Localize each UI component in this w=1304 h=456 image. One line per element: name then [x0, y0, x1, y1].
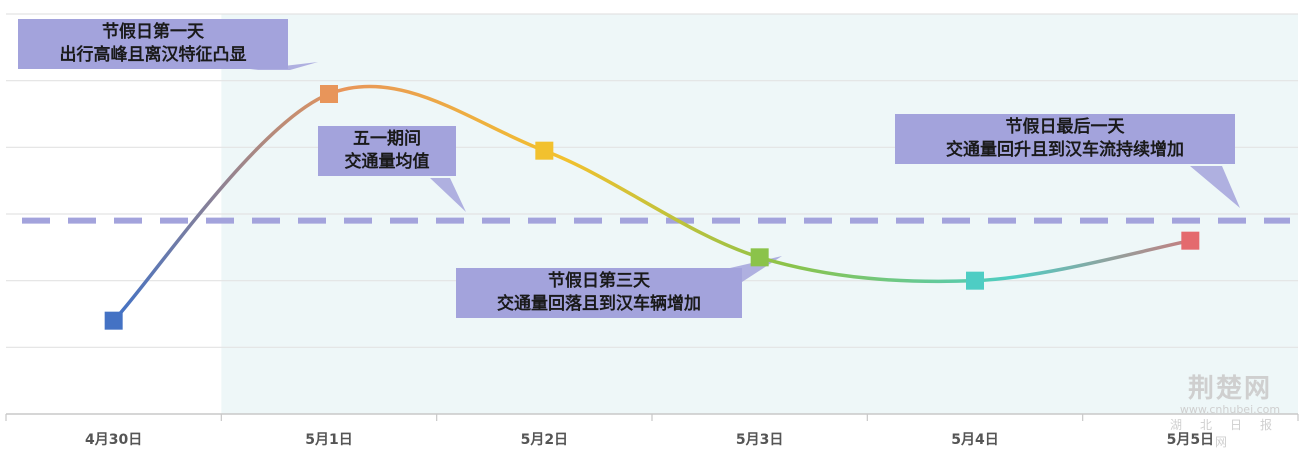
- data-point-marker: [750, 248, 769, 267]
- pointer-day3: [730, 256, 782, 282]
- callout-day1-line1: 节假日第一天: [102, 22, 204, 42]
- data-points: [104, 85, 1200, 330]
- callout-holiday-day1: 节假日第一天 出行高峰且离汉特征凸显: [18, 19, 288, 69]
- callout-day3-line2: 交通量回落且到汉车辆增加: [497, 294, 701, 314]
- callout-average: 五一期间 交通量均值: [318, 126, 456, 176]
- x-tick-label: 5月2日: [521, 432, 568, 448]
- callout-day1-line2: 出行高峰且离汉特征凸显: [59, 45, 247, 65]
- callout-avg-line2: 交通量均值: [344, 152, 430, 172]
- callout-holiday-last-day: 节假日最后一天 交通量回升且到汉车流持续增加: [895, 114, 1235, 164]
- x-tick-label: 5月4日: [951, 432, 998, 448]
- callout-day3-line1: 节假日第三天: [548, 271, 650, 291]
- x-axis: 4月30日 5月1日 5月2日 5月3日 5月4日 5月5日: [5, 413, 1299, 448]
- x-tick-label: 4月30日: [85, 432, 142, 448]
- watermark-logo: 荆楚网: [1187, 374, 1272, 404]
- data-point-marker: [1181, 231, 1200, 250]
- data-point-marker: [104, 311, 123, 330]
- callout-avg-line1: 五一期间: [353, 129, 421, 149]
- data-point-marker: [535, 141, 554, 160]
- callout-holiday-day3: 节假日第三天 交通量回落且到汉车辆增加: [456, 268, 742, 318]
- pointer-last: [1190, 166, 1240, 208]
- watermark: 荆楚网 www.cnhubei.com 湖北日报网: [1160, 368, 1300, 449]
- data-point-marker: [966, 271, 984, 290]
- pointer-avg: [430, 178, 466, 212]
- data-point-marker: [320, 85, 338, 103]
- x-tick-label: 5月1日: [305, 432, 352, 448]
- x-tick-label: 5月5日: [1167, 432, 1214, 448]
- callout-last-line1: 节假日最后一天: [1005, 117, 1125, 137]
- traffic-volume-line: [111, 84, 1193, 323]
- callout-pointers: [250, 62, 1240, 282]
- watermark-name: 湖北日报网: [1169, 418, 1290, 449]
- x-tick-label: 5月3日: [736, 432, 783, 448]
- callout-last-line2: 交通量回升且到汉车流持续增加: [946, 140, 1184, 160]
- watermark-url: www.cnhubei.com: [1179, 403, 1281, 416]
